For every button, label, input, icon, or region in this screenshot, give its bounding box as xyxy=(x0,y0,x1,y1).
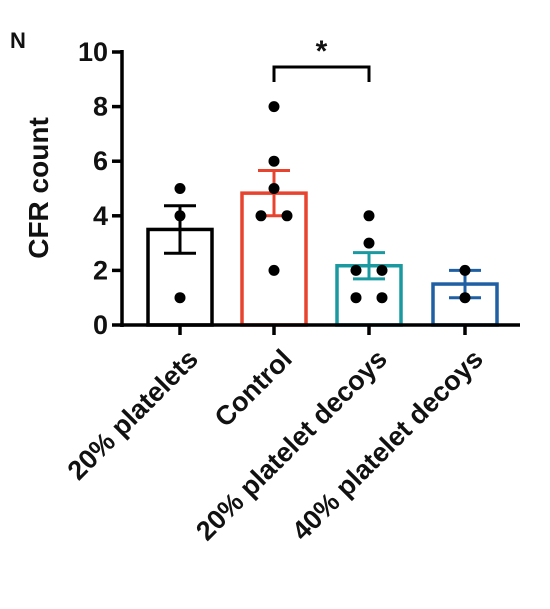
x-tick-label: 40% platelet decoys xyxy=(286,344,489,547)
data-point-1 xyxy=(174,210,186,222)
data-point-4 xyxy=(459,292,471,304)
y-tick-label: 6 xyxy=(93,146,108,176)
data-point-1 xyxy=(174,183,186,194)
y-tick-label: 2 xyxy=(93,255,108,285)
data-point-3 xyxy=(363,237,375,249)
x-tick-label: 20% platelets xyxy=(62,344,204,486)
data-point-3 xyxy=(376,264,388,276)
data-point-1 xyxy=(174,292,186,304)
data-point-3 xyxy=(350,264,362,276)
data-point-2 xyxy=(268,101,280,113)
y-tick-label: 10 xyxy=(78,37,108,67)
significance-bracket xyxy=(272,65,371,82)
y-axis-label: CFR count xyxy=(23,117,54,259)
significance-label: * xyxy=(316,35,328,68)
data-point-3 xyxy=(376,292,388,304)
y-tick-label: 8 xyxy=(93,92,108,122)
data-point-3 xyxy=(363,210,375,222)
data-point-2 xyxy=(268,183,280,194)
data-point-2 xyxy=(268,155,280,167)
y-tick-label: 0 xyxy=(93,310,108,340)
x-tick-label: Control xyxy=(209,344,298,433)
x-tick-label: 20% platelet decoys xyxy=(190,344,393,547)
data-point-2 xyxy=(268,264,280,276)
panel-label: N xyxy=(10,28,26,53)
data-point-2 xyxy=(281,210,293,222)
y-tick-label: 4 xyxy=(93,201,108,231)
data-point-4 xyxy=(459,264,471,276)
data-point-2 xyxy=(255,210,267,222)
data-point-3 xyxy=(350,292,362,304)
